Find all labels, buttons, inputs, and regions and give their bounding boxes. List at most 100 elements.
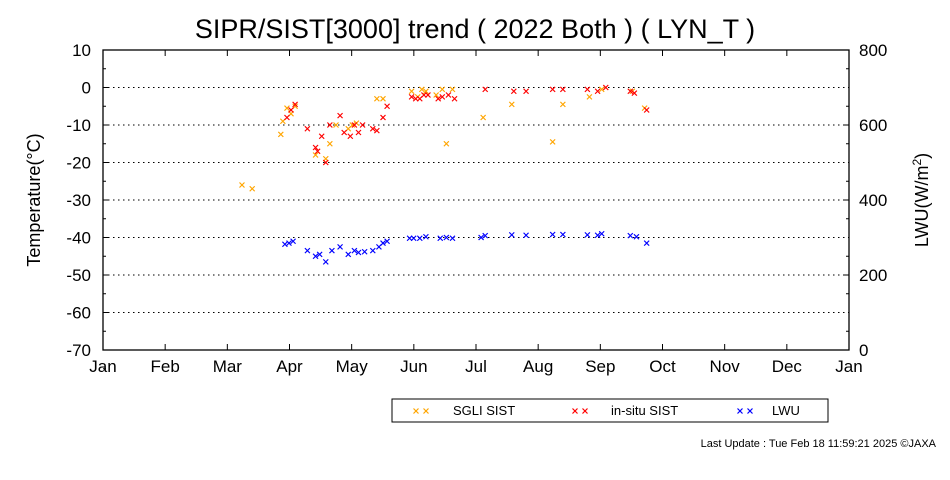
month-label: Dec xyxy=(772,357,803,376)
legend-marker xyxy=(747,408,753,414)
month-label: Mar xyxy=(213,357,243,376)
month-label: Jan xyxy=(835,357,862,376)
data-point xyxy=(633,233,640,240)
data-point xyxy=(584,231,591,238)
data-point xyxy=(594,88,601,95)
data-point xyxy=(418,86,425,93)
month-tick-labels: Jan Feb Mar Apr May Jun Jul Aug Sep Oct Nov Dec Jan xyxy=(89,357,862,376)
data-point xyxy=(627,88,634,95)
data-point xyxy=(326,140,333,147)
data-point xyxy=(333,122,339,128)
data-point xyxy=(451,95,458,102)
series-sgli-sist xyxy=(239,86,648,192)
data-point xyxy=(594,232,601,239)
data-point xyxy=(449,86,456,93)
data-point xyxy=(384,103,391,110)
data-point xyxy=(322,159,329,166)
data-point xyxy=(355,129,362,136)
month-label: Apr xyxy=(276,357,303,376)
data-point xyxy=(510,88,517,95)
data-point xyxy=(439,86,446,93)
data-point xyxy=(433,92,440,98)
axis-ticks xyxy=(102,49,850,370)
month-label: Jan xyxy=(89,357,116,376)
data-point xyxy=(337,112,344,119)
month-label: Jul xyxy=(465,357,487,376)
data-point xyxy=(337,243,344,250)
data-point xyxy=(239,182,245,188)
data-point xyxy=(602,84,609,91)
data-point xyxy=(480,114,487,121)
legend-marker xyxy=(423,408,429,414)
y-tick-label: -10 xyxy=(66,116,91,135)
y2-tick-label: 400 xyxy=(859,191,887,210)
data-point xyxy=(355,249,362,256)
data-point xyxy=(423,88,429,95)
legend-marker xyxy=(572,408,578,414)
month-label: Feb xyxy=(151,357,180,376)
data-point xyxy=(316,251,323,258)
legend-item: in-situ SIST xyxy=(572,403,678,418)
data-point xyxy=(284,105,290,112)
data-point xyxy=(584,86,591,93)
data-point xyxy=(449,235,456,242)
data-point xyxy=(286,240,292,247)
data-point xyxy=(369,125,376,132)
data-point xyxy=(549,231,556,238)
data-point xyxy=(439,93,446,100)
data-point xyxy=(341,129,348,136)
y2-tick-label: 800 xyxy=(859,41,887,60)
data-point xyxy=(361,248,368,255)
y2-axis-label: LWU(W/m2) xyxy=(910,153,932,247)
chart-title: SIPR/SIST[3000] trend ( 2022 Both ) ( LY… xyxy=(195,14,755,44)
data-point xyxy=(277,131,284,138)
data-point xyxy=(304,247,311,254)
data-point xyxy=(249,185,256,192)
data-point xyxy=(349,122,356,128)
legend-label: LWU xyxy=(772,403,800,418)
data-point xyxy=(559,231,566,238)
data-point xyxy=(598,86,605,93)
month-label: May xyxy=(336,357,369,376)
data-point xyxy=(369,247,376,254)
y-tick-label: 0 xyxy=(82,79,91,98)
data-point xyxy=(445,92,452,98)
data-point xyxy=(312,144,319,151)
data-point xyxy=(351,122,358,128)
data-point xyxy=(284,114,290,121)
data-point xyxy=(443,140,450,147)
data-point xyxy=(384,238,391,245)
data-point xyxy=(314,148,321,155)
month-label: Sep xyxy=(585,357,615,376)
data-point xyxy=(598,230,605,237)
data-point xyxy=(359,122,366,128)
y2-tick-label: 600 xyxy=(859,116,887,135)
data-point xyxy=(523,88,529,95)
data-point xyxy=(288,107,294,113)
legend-marker xyxy=(737,408,743,414)
legend-label: in-situ SIST xyxy=(611,403,678,418)
data-point xyxy=(559,86,566,93)
data-point xyxy=(559,101,566,108)
legend: SGLI SIST in-situ SIST LWU xyxy=(391,398,829,423)
data-point xyxy=(281,241,288,248)
legend-item: SGLI SIST xyxy=(413,403,515,418)
data-point xyxy=(423,233,429,240)
data-point xyxy=(380,240,386,247)
data-point xyxy=(416,235,423,242)
data-point xyxy=(292,101,299,108)
y-tick-label: -40 xyxy=(66,229,91,248)
month-label: Aug xyxy=(523,357,553,376)
y-tick-label: -60 xyxy=(66,304,91,323)
data-points xyxy=(239,84,650,265)
data-point xyxy=(627,232,634,239)
legend-marker xyxy=(413,408,419,414)
data-point xyxy=(482,86,489,93)
data-point xyxy=(312,152,319,158)
data-point xyxy=(437,235,444,242)
data-point xyxy=(347,133,354,140)
data-point xyxy=(326,122,333,128)
data-point xyxy=(373,127,380,134)
data-point xyxy=(304,125,311,132)
data-point xyxy=(408,93,415,100)
